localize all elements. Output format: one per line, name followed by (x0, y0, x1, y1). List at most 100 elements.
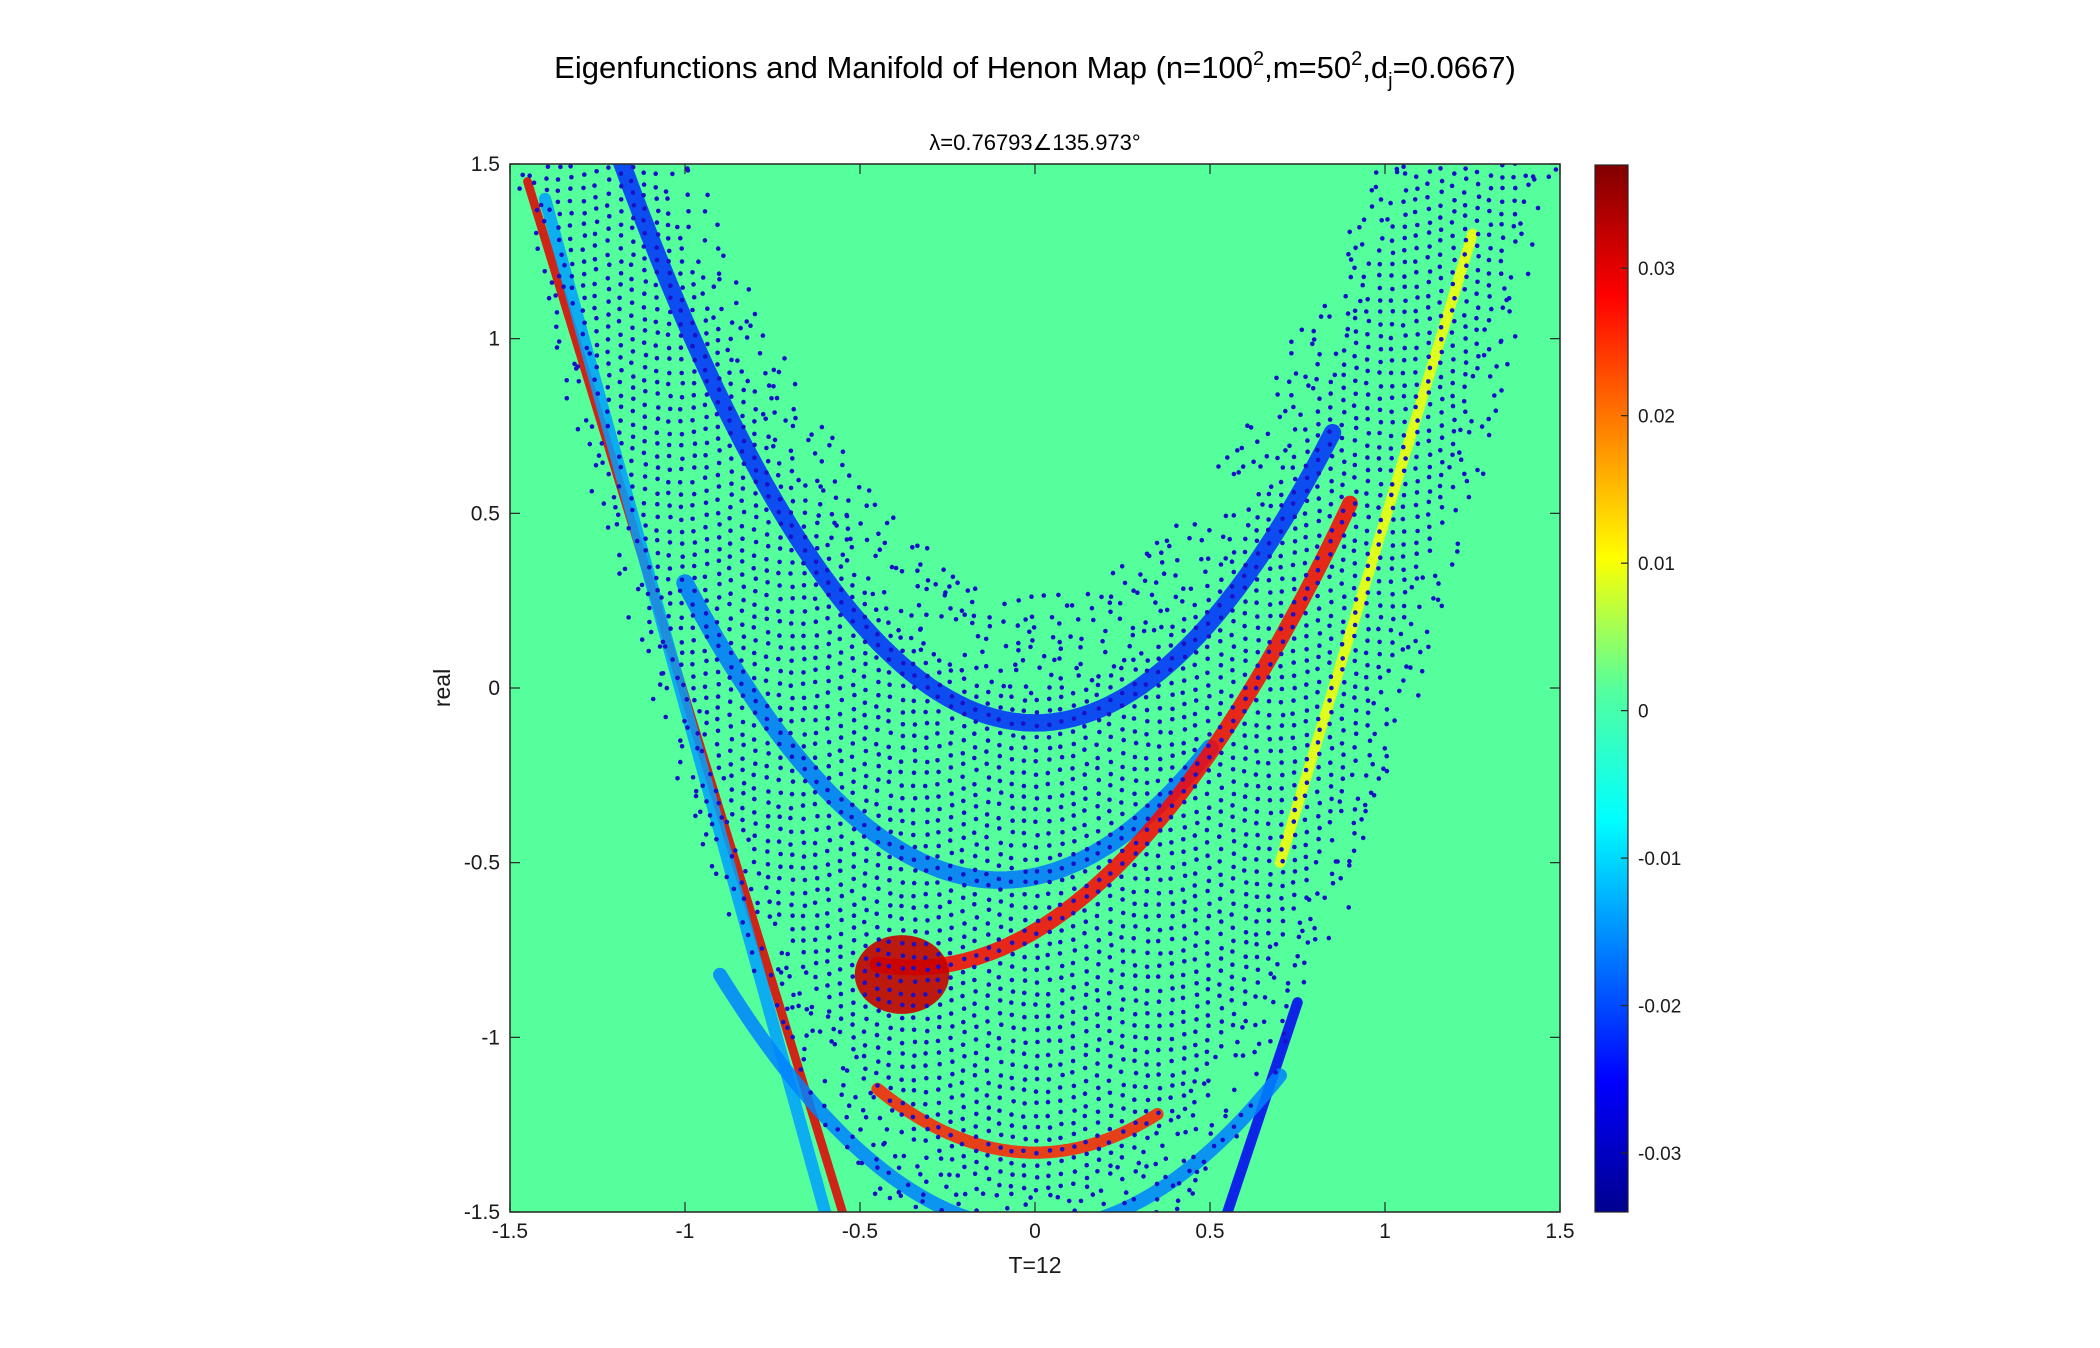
manifold-point (1450, 484, 1456, 490)
manifold-point (1145, 1073, 1151, 1078)
manifold-point (1291, 698, 1296, 703)
manifold-point (1243, 599, 1248, 604)
manifold-point (1437, 483, 1443, 489)
manifold-point (1119, 835, 1124, 841)
manifold-point (774, 1003, 780, 1008)
manifold-point (1353, 425, 1359, 431)
manifold-point (789, 706, 795, 712)
manifold-point (1474, 243, 1480, 249)
manifold-point (1253, 994, 1258, 999)
manifold-point (655, 307, 660, 312)
manifold-point (605, 525, 611, 530)
manifold-point (764, 775, 769, 780)
manifold-point (1033, 784, 1039, 790)
manifold-point (790, 423, 796, 429)
manifold-point (1216, 772, 1222, 778)
manifold-point (1218, 762, 1223, 767)
manifold-point (1352, 265, 1357, 271)
manifold-point (648, 629, 654, 635)
manifold-point (1304, 633, 1309, 639)
manifold-point (739, 705, 745, 711)
manifold-point (1469, 419, 1474, 424)
manifold-point (729, 320, 735, 325)
manifold-point (704, 488, 709, 494)
manifold-point (851, 876, 856, 882)
manifold-point (642, 474, 648, 479)
manifold-point (1030, 638, 1035, 643)
manifold-point (1268, 687, 1273, 692)
manifold-point (1106, 991, 1112, 996)
manifold-point (1138, 572, 1143, 577)
manifold-point (666, 248, 672, 254)
manifold-point (1058, 890, 1064, 896)
manifold-point (827, 872, 832, 878)
manifold-point (802, 534, 808, 540)
manifold-point (693, 813, 698, 819)
manifold-point (1230, 767, 1236, 772)
manifold-point (1333, 351, 1339, 357)
manifold-point (889, 564, 895, 570)
manifold-point (972, 586, 978, 591)
manifold-point (535, 246, 540, 251)
manifold-point (765, 641, 771, 646)
manifold-point (1254, 941, 1259, 947)
manifold-point (898, 978, 903, 984)
manifold-point (1107, 808, 1112, 814)
manifold-point (1327, 650, 1333, 655)
manifold-point (948, 1109, 953, 1115)
manifold-point (1266, 858, 1272, 864)
manifold-point (1108, 1171, 1113, 1176)
manifold-point (1377, 370, 1382, 375)
manifold-point (642, 438, 647, 444)
manifold-point (1425, 195, 1430, 200)
manifold-point (1298, 412, 1303, 418)
manifold-point (601, 501, 607, 506)
manifold-point (1439, 505, 1445, 510)
manifold-point (1413, 308, 1418, 314)
manifold-point (1108, 871, 1113, 876)
manifold-point (1181, 789, 1186, 794)
manifold-point (935, 1112, 941, 1117)
manifold-point (872, 1191, 878, 1197)
manifold-point (789, 468, 795, 474)
manifold-point (1225, 455, 1230, 460)
manifold-point (1453, 507, 1458, 513)
manifold-point (1117, 616, 1123, 622)
manifold-point (1378, 481, 1384, 487)
manifold-point (1251, 459, 1256, 465)
manifold-point (874, 1022, 880, 1027)
manifold-point (888, 829, 894, 835)
manifold-point (1475, 366, 1480, 371)
manifold-point (1451, 245, 1456, 251)
manifold-point (1328, 674, 1334, 679)
manifold-point (1291, 660, 1296, 665)
manifold-point (1071, 1083, 1077, 1089)
manifold-point (663, 714, 668, 720)
manifold-point (937, 1002, 943, 1007)
manifold-point (1366, 514, 1371, 520)
manifold-point (562, 262, 567, 268)
manifold-point (766, 383, 772, 388)
manifold-point (1401, 394, 1407, 399)
manifold-point (1457, 450, 1462, 455)
manifold-point (1255, 967, 1261, 973)
manifold-point (1266, 918, 1272, 924)
manifold-point (790, 926, 795, 932)
manifold-point (882, 540, 888, 546)
manifold-point (1229, 693, 1234, 699)
manifold-point (911, 770, 917, 776)
manifold-point (778, 755, 783, 760)
manifold-point (567, 198, 573, 204)
manifold-point (1304, 708, 1310, 713)
manifold-point (1390, 505, 1396, 511)
manifold-point (1231, 550, 1237, 555)
manifold-point (599, 441, 605, 446)
manifold-point (1194, 992, 1200, 998)
manifold-point (886, 744, 891, 750)
manifold-point (1070, 753, 1076, 759)
manifold-point (837, 967, 843, 972)
manifold-point (704, 537, 710, 542)
manifold-point (1521, 199, 1527, 204)
manifold-point (925, 759, 930, 765)
